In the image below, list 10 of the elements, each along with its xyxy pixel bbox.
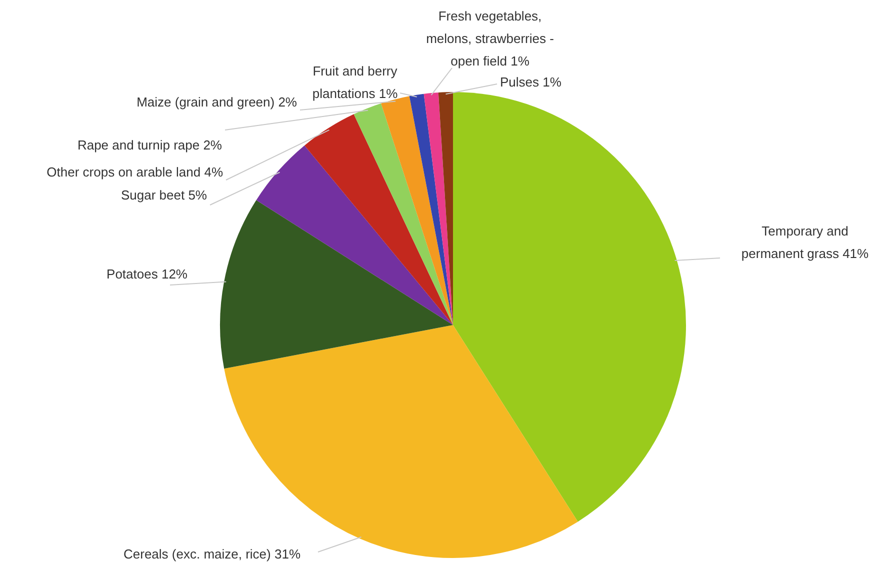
slice-label: Sugar beet 5% — [120, 188, 208, 203]
slice-label: Cereals (exc. maize, rice) 31% — [124, 546, 301, 562]
slice-label: Fruit and berry plantations 1% — [312, 64, 398, 102]
slice-label: Temporary and permanent grass 41% — [741, 224, 870, 262]
slice-label: Other crops on arable land 4% — [46, 164, 224, 180]
slice-label: Potatoes 12% — [106, 266, 188, 282]
slice-label: Pulses 1% — [500, 74, 562, 90]
slice-label: Rape and turnip rape 2% — [77, 138, 222, 153]
slice-label: Maize (grain and green) 2% — [136, 94, 298, 110]
slice-label: Fresh vegetables, melons, strawberries - open field 1% — [426, 8, 554, 69]
